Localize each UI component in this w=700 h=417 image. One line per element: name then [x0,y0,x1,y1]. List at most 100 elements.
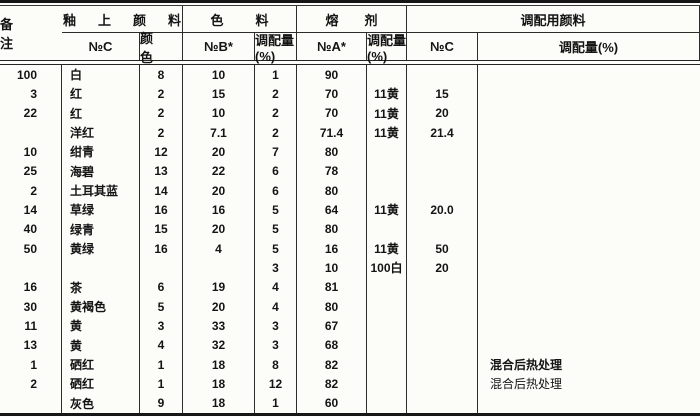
cell-mixing-pct: 20 [407,103,478,123]
group-glaze-pigment: 釉上颜料 [62,6,183,33]
cell-color-name: 红 [62,103,140,123]
group-flux-label: 熔剂 [325,12,404,28]
col-header-noa: №A* [297,33,367,60]
cell-color-name: 灰色 [62,393,140,413]
cell-flux-pct: 82 [297,374,367,394]
cell-flux-pct: 10 [297,258,367,278]
cell-colorant-no: 15 [140,219,183,239]
cell-mixing-no [367,296,407,317]
cell-noc: 11 [0,316,62,336]
cell-color-name: 黄褐色 [62,296,140,317]
cell-colorant-no: 16 [140,200,183,220]
col-header-noc2: №C [407,33,478,60]
cell-colorant-pct: 18 [183,374,255,394]
cell-colorant-no: 4 [140,335,183,355]
cell-flux-no: 6 [255,161,297,181]
cell-colorant-no: 3 [140,316,183,336]
cell-mixing-no [367,374,407,394]
cell-flux-no: 3 [255,258,297,278]
col-amount-a-label: 调配量(%) [367,32,407,64]
cell-mixing-pct [407,316,478,336]
bottom-rule [0,412,700,416]
cell-colorant-pct: 15 [183,84,255,104]
cell-flux-pct: 71.4 [297,122,367,143]
cell-remark [478,84,700,103]
cell-colorant-no: 6 [140,277,183,297]
cell-noc: 30 [0,296,62,317]
top-rule-thick [0,0,700,3]
cell-mixing-pct [407,374,478,394]
col-amount-c-label: 调配量(%) [558,40,619,55]
cell-noc: 22 [0,103,62,123]
cell-remark [478,316,700,335]
cell-flux-pct: 64 [297,200,367,220]
cell-mixing-pct [407,296,478,317]
cell-flux-no: 3 [255,316,297,336]
cell-remark [478,336,700,355]
cell-flux-pct: 16 [297,238,367,259]
cell-color-name: 硒红 [62,374,140,394]
col-amount-b-label: 调配量(%) [255,32,295,64]
cell-flux-pct: 80 [297,180,367,201]
cell-flux-pct: 68 [297,335,367,355]
cell-mixing-pct [407,335,478,355]
cell-color-name: 红 [62,84,140,104]
cell-color-name: 黄 [62,316,140,336]
cell-remark [478,181,700,200]
cell-remark [478,162,700,181]
cell-mixing-no: 11黄 [367,200,407,220]
cell-flux-no: 7 [255,142,297,162]
cell-colorant-pct: 32 [183,335,255,355]
cell-color-name: 黄 [62,335,140,355]
cell-colorant-no: 14 [140,180,183,201]
cell-noc: 10 [0,142,62,162]
group-mixing-pigment: 调配用颜料 [407,6,700,33]
cell-remark: 混合后热处理 [490,377,563,392]
top-rule-thin [0,5,700,6]
cell-colorant-pct: 20 [183,180,255,201]
cell-flux-pct: 67 [297,316,367,336]
cell-mixing-pct [407,65,478,85]
cell-colorant-pct: 20 [183,296,255,317]
group-colorant-label: 色料 [210,12,301,28]
group-remarks: 备注 [0,6,62,60]
cell-remark [478,200,700,219]
cell-colorant-pct [183,258,255,278]
group-mixing-label: 调配用颜料 [520,12,586,28]
cell-colorant-no: 16 [140,238,183,259]
cell-flux-no: 2 [255,84,297,104]
cell-mixing-pct [407,277,478,297]
cell-color-name: 海碧 [62,161,140,181]
cell-remark [478,123,700,142]
cell-flux-no: 3 [255,335,297,355]
cell-color-name: 洋红 [62,122,140,143]
cell-mixing-no: 100白 [367,258,407,278]
cell-mixing-no [367,65,407,85]
cell-colorant-no [140,258,183,278]
cell-color-name: 白 [62,65,140,85]
group-colorant: 色料 [183,6,297,33]
cell-mixing-pct: 21.4 [407,122,478,143]
cell-noc: 2 [0,374,62,394]
col-header-color: 颜色 [140,31,183,65]
cell-mixing-no [367,354,407,375]
cell-colorant-pct: 20 [183,142,255,162]
cell-colorant-pct: 19 [183,277,255,297]
cell-colorant-pct: 16 [183,200,255,220]
cell-mixing-pct [407,219,478,239]
cell-noc: 3 [0,84,62,104]
col-header-amount-c: 调配量(%) [478,33,700,60]
cell-mixing-pct: 50 [407,238,478,259]
col-noc-label: №C [88,39,113,54]
cell-mixing-no: 11黄 [367,84,407,104]
cell-flux-no: 5 [255,219,297,239]
col-header-amount-a: 调配量(%) [367,33,407,64]
cell-colorant-no: 2 [140,122,183,143]
col-header-amount-b: 调配量(%) [255,33,297,64]
cell-color-name [62,258,140,278]
cell-flux-no: 2 [255,103,297,123]
cell-colorant-no: 1 [140,374,183,394]
cell-flux-no: 12 [255,374,297,394]
col-noc2-label: №C [430,39,454,54]
